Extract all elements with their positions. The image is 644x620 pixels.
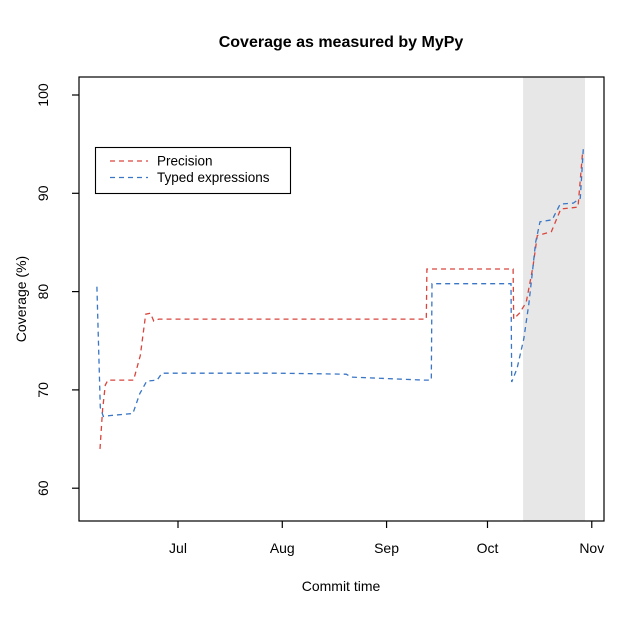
x-axis-ticks: Jul Aug Sep Oct Nov [169,521,604,556]
highlight-band [523,77,585,521]
x-tick-label: Sep [374,540,399,556]
x-tick-label: Jul [169,540,187,556]
x-tick-label: Oct [477,540,499,556]
x-tick-label: Nov [579,540,604,556]
y-tick-label: 70 [35,382,51,398]
y-axis-label: Coverage (%) [13,256,29,342]
legend: Precision Typed expressions [94,146,292,195]
series-line-precision [99,150,584,449]
chart-title: Coverage as measured by MyPy [219,34,464,51]
y-tick-label: 100 [35,83,51,107]
y-tick-label: 80 [35,284,51,300]
legend-box [94,146,292,195]
plot-frame [78,76,605,522]
legend-label-typed-expressions: Typed expressions [157,170,270,185]
series-line-typed-expressions [96,147,585,418]
y-axis-ticks: 60 70 80 90 100 [35,83,79,496]
legend-label-precision: Precision [157,154,213,169]
y-tick-label: 90 [35,185,51,201]
y-tick-label: 60 [35,480,51,496]
series-lines [96,147,585,449]
x-tick-label: Aug [270,540,295,556]
x-axis-label: Commit time [302,578,381,594]
